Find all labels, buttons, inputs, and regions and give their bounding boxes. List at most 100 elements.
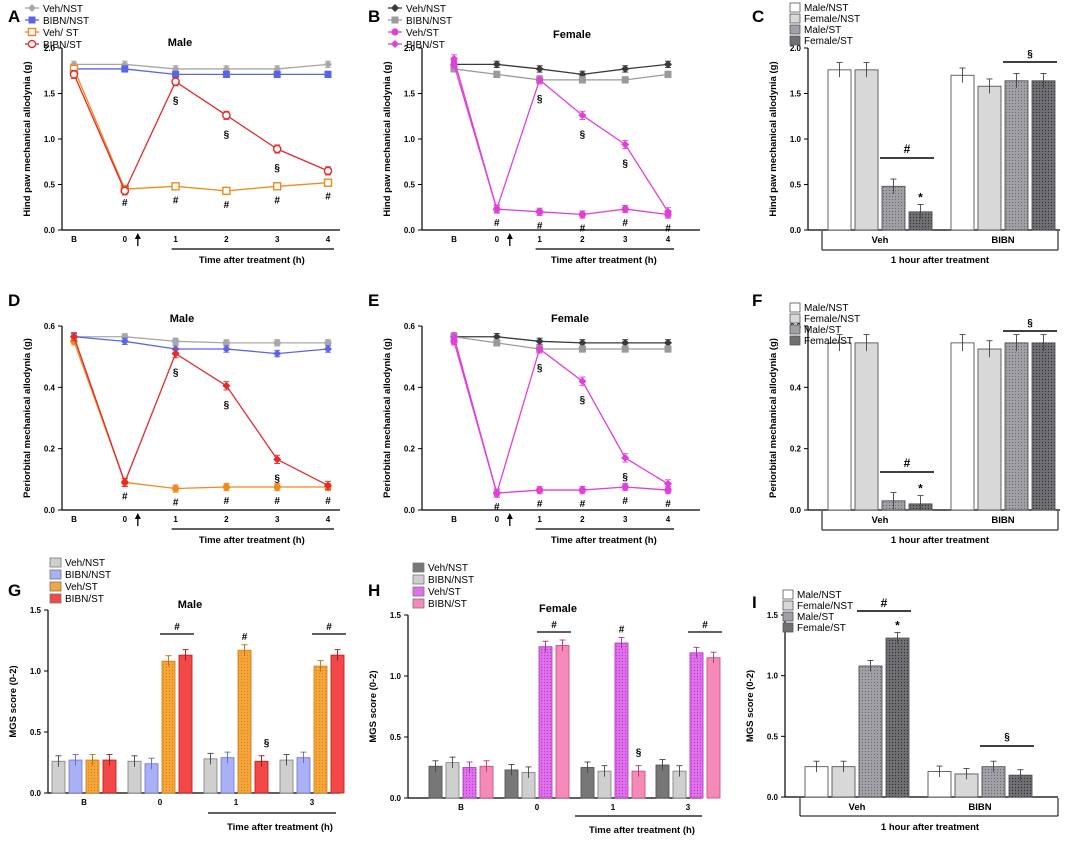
data-point — [121, 65, 129, 73]
x-tick-label: 0 — [535, 803, 540, 812]
y-tick-label: 1.5 — [767, 611, 779, 620]
arrow-head — [506, 513, 513, 519]
bar — [977, 85, 1002, 231]
series-line — [453, 336, 669, 496]
arrow-head — [506, 233, 513, 239]
group-label: BIBN — [991, 235, 1014, 246]
bar — [858, 665, 883, 798]
y-tick-label: 0.6 — [44, 322, 56, 331]
bar — [237, 649, 252, 794]
x-tick-label: 2 — [580, 515, 585, 524]
significance-hash: # — [580, 224, 586, 235]
legend-swatch — [49, 581, 62, 592]
bar — [854, 342, 879, 511]
legend-label: Female/NST — [804, 14, 860, 25]
series-line — [74, 63, 329, 70]
legend-label: Veh/NST — [43, 4, 83, 15]
y-tick-label: 0.5 — [30, 728, 42, 737]
bar — [885, 637, 910, 798]
significance-hash: # — [537, 221, 543, 232]
data-point — [272, 144, 282, 154]
legend-label: Male/ST — [804, 25, 841, 36]
significance-hash: # — [904, 142, 911, 156]
arrow-head — [134, 233, 141, 239]
data-point — [664, 338, 672, 347]
significance-section: § — [622, 158, 628, 169]
data-point — [171, 77, 180, 86]
panel-h-bar-chart: 0.0 0.5 1.0 1.5 MGS score (0-2) B 0 1 3 Female Veh… — [368, 562, 722, 836]
x-axis-label: Time after treatment (h) — [199, 255, 305, 266]
data-point — [273, 182, 282, 191]
data-point — [324, 481, 332, 490]
x-axis-label: Time after treatment (h) — [199, 535, 305, 546]
legend-label: BIBN/NST — [428, 575, 474, 586]
legend-label: Veh/NST — [65, 558, 105, 569]
data-point — [324, 345, 332, 353]
data-point — [222, 186, 231, 196]
series-line — [453, 336, 668, 350]
series-line — [454, 336, 668, 344]
data-point — [578, 338, 587, 347]
data-point — [492, 489, 501, 498]
significance-section: § — [173, 96, 179, 107]
group-label: BIBN — [991, 515, 1014, 526]
data-point — [664, 345, 672, 353]
data-point — [273, 483, 281, 491]
series-line — [73, 74, 329, 193]
significance-section: § — [1004, 732, 1010, 743]
series-line — [453, 58, 669, 213]
data-point — [621, 140, 630, 149]
legend-swatch — [789, 302, 801, 313]
significance-hash: # — [173, 498, 179, 509]
legend-label: Veh/NST — [428, 563, 468, 574]
data-point — [120, 186, 130, 196]
group-label: Veh — [872, 235, 889, 246]
significance-hash: # — [580, 499, 586, 510]
data-point — [70, 332, 78, 341]
significance-section: § — [580, 395, 586, 406]
significance-hash: # — [494, 218, 500, 229]
significance-hash: # — [242, 632, 248, 643]
data-point — [578, 345, 586, 353]
panel-letter-b: B — [368, 7, 380, 26]
data-point — [535, 64, 544, 73]
significance-section: § — [274, 473, 280, 484]
x-tick-label: 1 — [234, 798, 239, 807]
significance-hash: # — [665, 224, 671, 235]
y-tick-label: 0.4 — [44, 383, 56, 392]
significance-hash: # — [622, 496, 628, 507]
y-tick-label: 0.0 — [44, 506, 56, 515]
legend-swatch — [49, 593, 62, 604]
legend-swatch — [782, 622, 794, 633]
significance-hash: # — [325, 192, 331, 203]
bar — [706, 657, 721, 799]
group-label: BIBN — [968, 802, 991, 813]
x-tick-label: 4 — [666, 515, 671, 524]
legend-label: BIBN/ST — [65, 594, 104, 605]
legend-swatch — [789, 2, 801, 13]
series-line — [73, 336, 329, 355]
bar — [161, 660, 176, 794]
x-tick-label: B — [71, 515, 77, 524]
panel-d-line-chart: 0.0 0.2 0.4 0.6 Periorbital mechanical allod… — [22, 313, 340, 546]
y-tick-label: 1.0 — [767, 672, 779, 681]
x-tick-label: 4 — [326, 515, 331, 524]
series-2 — [69, 64, 333, 196]
significance-hash: # — [702, 620, 708, 631]
y-tick-label: 1.5 — [44, 90, 56, 99]
significance-hash: # — [622, 218, 628, 229]
significance-hash: # — [494, 502, 500, 513]
significance-star: * — [895, 619, 900, 633]
significance-section: § — [173, 368, 179, 379]
y-axis-label: Periorbital mechanical allodynia (g) — [768, 338, 779, 498]
series-line — [74, 68, 328, 76]
bar — [950, 74, 975, 231]
legend-marker — [28, 4, 36, 12]
y-tick-label: 0.5 — [790, 181, 802, 190]
